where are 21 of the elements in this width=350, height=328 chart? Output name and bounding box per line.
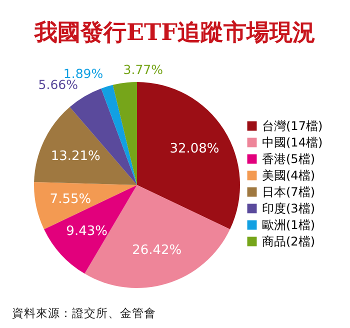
legend-label: 印度(3檔): [262, 202, 315, 216]
data-label: 13.21%: [50, 148, 100, 164]
data-label: 7.55%: [50, 192, 92, 208]
data-label: 9.43%: [66, 224, 108, 239]
pie-slice: [101, 84, 137, 185]
data-label: 26.42%: [132, 243, 182, 258]
source-note: 資料來源：證交所、金管會: [12, 306, 156, 320]
legend-label: 歐洲(1檔): [262, 218, 315, 232]
data-label: 3.77%: [123, 62, 164, 77]
legend-label: 日本(7檔): [262, 185, 315, 199]
legend-label: 美國(4檔): [262, 168, 315, 182]
legend-label: 商品(2檔): [262, 234, 315, 248]
legend-label: 中國(14檔): [262, 136, 323, 150]
pie-slice: [137, 82, 240, 230]
chart-title: 我國發行ETF追蹤市場現況: [34, 19, 316, 46]
pie-slice: [34, 106, 137, 185]
data-label: 32.08%: [170, 142, 220, 157]
data-label: 5.66%: [38, 77, 78, 92]
legend-label: 台灣(17檔): [262, 119, 323, 133]
pie-slice: [112, 82, 137, 185]
legend-label: 香港(5檔): [262, 152, 315, 166]
